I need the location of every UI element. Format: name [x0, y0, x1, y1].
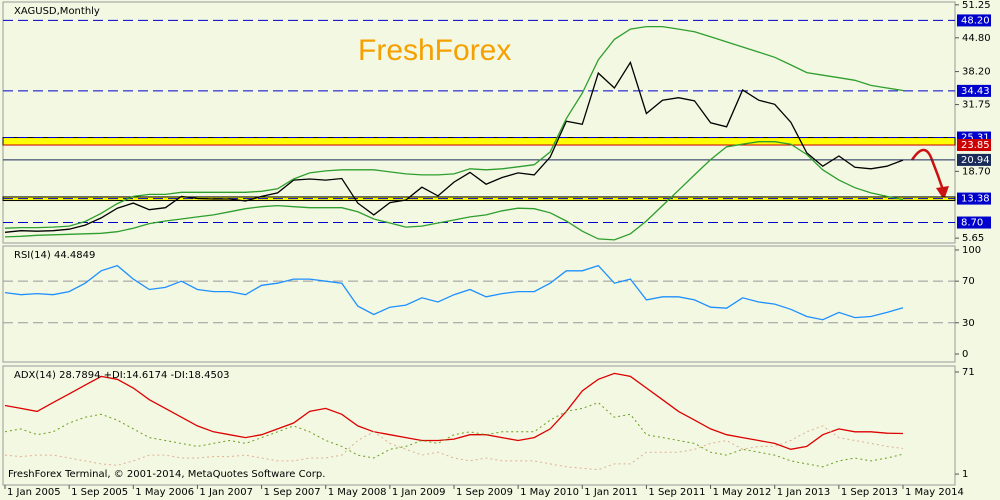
level-label-box: [957, 139, 991, 152]
y-tick-label: 100: [962, 245, 981, 256]
y-tick-label: 38.20: [962, 67, 991, 78]
x-tick-label: 1 Jan 2005: [7, 487, 61, 498]
pane-title: XAGUSD,Monthly: [14, 6, 100, 17]
level-label-box: [957, 153, 991, 166]
arrow-head: [936, 186, 949, 200]
series-line: [4, 25, 904, 229]
x-tick-label: 1 Jan 2007: [199, 487, 253, 498]
level-label-box: [957, 216, 991, 229]
level-label-box: [957, 192, 991, 205]
y-tick-label: 30: [962, 318, 975, 329]
y-tick-label: 71: [962, 367, 975, 378]
level-label: 20.94: [961, 155, 990, 166]
level-label: 8.70: [961, 218, 983, 229]
x-tick-label: 1 Sep 2009: [456, 487, 513, 498]
pane: [2, 245, 956, 363]
y-tick-label: 0: [962, 349, 968, 360]
x-tick-label: 1 Sep 2013: [841, 487, 898, 498]
highlight-band: [2, 137, 956, 146]
x-tick-label: 1 May 2006: [135, 487, 194, 498]
y-tick-label: 5.65: [962, 233, 984, 244]
level-label: 13.38: [961, 194, 990, 205]
x-tick-label: 1 Sep 2007: [264, 487, 321, 498]
series-line: [4, 264, 904, 321]
pane-title: ADX(14) 28.7894 +DI:14.6174 -DI:18.4503: [14, 370, 230, 381]
pane: [2, 365, 956, 486]
y-tick-label: 70: [962, 276, 975, 287]
pane: [2, 1, 956, 244]
pane-title: RSI(14) 44.4849: [14, 250, 95, 261]
x-tick-label: 1 Jan 2011: [584, 487, 638, 498]
x-tick-label: 1 May 2008: [328, 487, 387, 498]
series-line: [4, 372, 904, 450]
level-label-box: [957, 84, 991, 97]
y-tick-label: 31.75: [962, 100, 991, 111]
x-tick-label: 1 Jan 2009: [392, 487, 446, 498]
x-tick-label: 1 Sep 2011: [648, 487, 705, 498]
y-tick-label: 1: [962, 469, 968, 480]
annotation: FreshForex: [358, 34, 511, 67]
series-line: [4, 141, 904, 241]
level-label: 48.20: [961, 15, 990, 26]
series-line: [4, 60, 904, 233]
x-tick-label: 1 Jan 2013: [777, 487, 831, 498]
x-tick-label: 1 Sep 2005: [71, 487, 128, 498]
series-line: [4, 402, 904, 468]
level-label: 23.85: [961, 140, 990, 151]
x-tick-label: 1 May 2012: [713, 487, 772, 498]
footer: FreshForex Terminal, © 2001-2014, MetaQu…: [8, 469, 325, 480]
x-tick-label: 1 May 2014: [905, 487, 964, 498]
level-label: 25.31: [961, 133, 990, 144]
x-tick-label: 1 May 2010: [520, 487, 579, 498]
y-tick-label: 51.25: [962, 0, 991, 11]
level-label-box: [957, 14, 991, 27]
y-tick-label: 18.70: [962, 166, 991, 177]
level-label: 34.43: [961, 86, 990, 97]
y-tick-label: 44.80: [962, 33, 991, 44]
